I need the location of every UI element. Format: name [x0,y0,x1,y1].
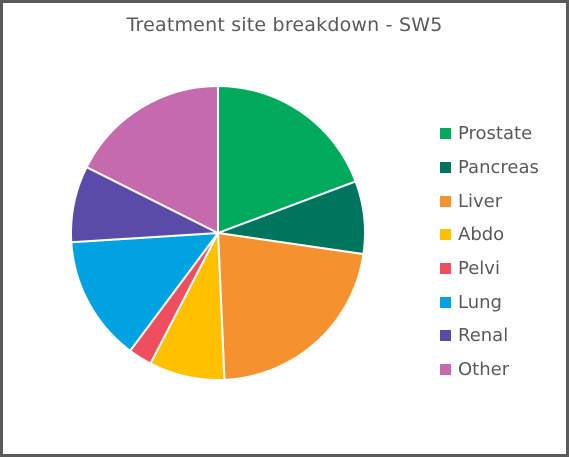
legend-swatch [440,330,451,342]
legend-item-renal: Renal [440,319,539,353]
legend-item-liver: Liver [440,184,539,218]
legend-label: Abdo [458,224,505,246]
legend-item-other: Other [440,353,539,387]
legend-swatch [440,229,451,241]
legend-swatch [440,296,451,308]
legend-item-pancreas: Pancreas [440,151,539,185]
pie-slice-lung [70,232,219,352]
legend-item-abdo: Abdo [440,218,539,252]
legend-item-lung: Lung [440,285,539,319]
legend-swatch [440,162,451,174]
legend-swatch [440,263,451,275]
pie-slice-liver [217,232,365,381]
legend: Prostate Pancreas Liver Abdo Pelvi Lung Renal O… [440,117,539,387]
legend-label: Renal [458,325,509,347]
legend-label: Prostate [458,123,533,145]
chart-title: Treatment site breakdown - SW5 [126,14,443,36]
legend-swatch [440,128,451,140]
legend-swatch [440,364,451,376]
legend-label: Other [458,359,510,381]
pie-slice-prostate [217,85,357,234]
legend-label: Pancreas [458,157,539,179]
legend-item-pelvi: Pelvi [440,252,539,286]
legend-item-prostate: Prostate [440,117,539,151]
legend-label: Lung [458,291,502,313]
pie-slice-other [85,85,219,234]
legend-swatch [440,195,451,207]
legend-label: Liver [458,190,503,212]
legend-label: Pelvi [458,258,500,280]
